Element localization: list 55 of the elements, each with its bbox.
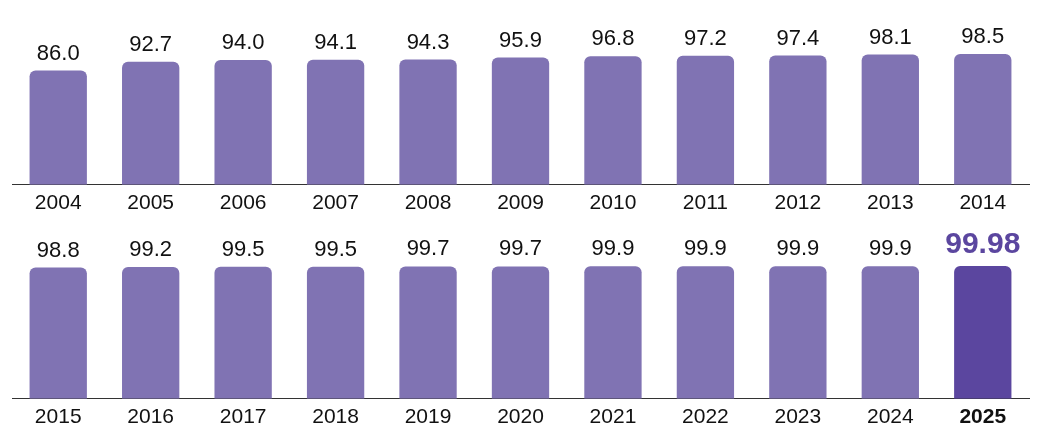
data-label: 99.9 — [868, 235, 912, 261]
x-tick-label: 2013 — [866, 190, 914, 214]
x-tick-label: 2014 — [959, 190, 1007, 214]
data-label: 94.0 — [221, 29, 265, 55]
data-label: 92.7 — [129, 30, 173, 56]
bar — [29, 70, 87, 185]
data-label: 99.7 — [499, 235, 542, 261]
x-tick-label: 2022 — [682, 404, 729, 428]
x-tick-label: 2011 — [682, 190, 728, 214]
data-label: 99.9 — [684, 235, 727, 261]
data-label: 99.5 — [221, 235, 265, 261]
x-tick-label: 2021 — [589, 404, 637, 428]
data-label: 98.8 — [36, 236, 80, 262]
data-label: 98.1 — [868, 23, 912, 49]
x-tick-label: 2015 — [34, 404, 82, 428]
x-tick-label: 2006 — [219, 190, 267, 214]
data-label: 99.9 — [591, 235, 635, 261]
x-tick-label: 2016 — [127, 404, 175, 428]
data-label: 86.0 — [36, 39, 80, 65]
bar — [769, 55, 827, 185]
x-tick-label: 2018 — [312, 404, 359, 428]
x-tick-label: 2010 — [589, 190, 637, 214]
bar — [491, 57, 550, 185]
x-tick-label: 2009 — [497, 190, 544, 214]
bar — [954, 53, 1012, 185]
bar — [214, 59, 272, 185]
data-label: 95.9 — [499, 26, 542, 52]
data-label: 99.98 — [945, 226, 1021, 260]
x-tick-label: 2007 — [312, 190, 359, 214]
x-tick-label: 2005 — [127, 190, 175, 214]
bar — [306, 59, 365, 185]
bar — [861, 54, 919, 185]
x-tick-label: 2012 — [774, 190, 822, 214]
data-label: 99.9 — [776, 235, 820, 261]
x-tick-label: 2025 — [959, 404, 1007, 428]
data-label: 98.5 — [961, 23, 1005, 49]
x-tick-label: 2008 — [404, 190, 452, 214]
data-label: 94.3 — [406, 28, 450, 54]
x-tick-label: 2019 — [404, 404, 452, 428]
data-label: 99.7 — [406, 235, 450, 261]
data-label: 94.1 — [314, 28, 357, 54]
x-tick-label: 2020 — [497, 404, 544, 428]
x-tick-label: 2004 — [34, 190, 82, 214]
bar — [122, 61, 180, 185]
bar — [676, 55, 735, 185]
x-tick-label: 2024 — [866, 404, 914, 428]
data-label: 97.4 — [776, 24, 820, 50]
bar — [399, 59, 457, 185]
data-label: 99.2 — [129, 236, 173, 262]
data-label: 97.2 — [684, 24, 727, 50]
bar — [584, 56, 642, 185]
x-tick-label: 2023 — [774, 404, 822, 428]
data-label: 96.8 — [591, 25, 635, 51]
data-label: 99.5 — [314, 235, 357, 261]
x-tick-label: 2017 — [219, 404, 267, 428]
